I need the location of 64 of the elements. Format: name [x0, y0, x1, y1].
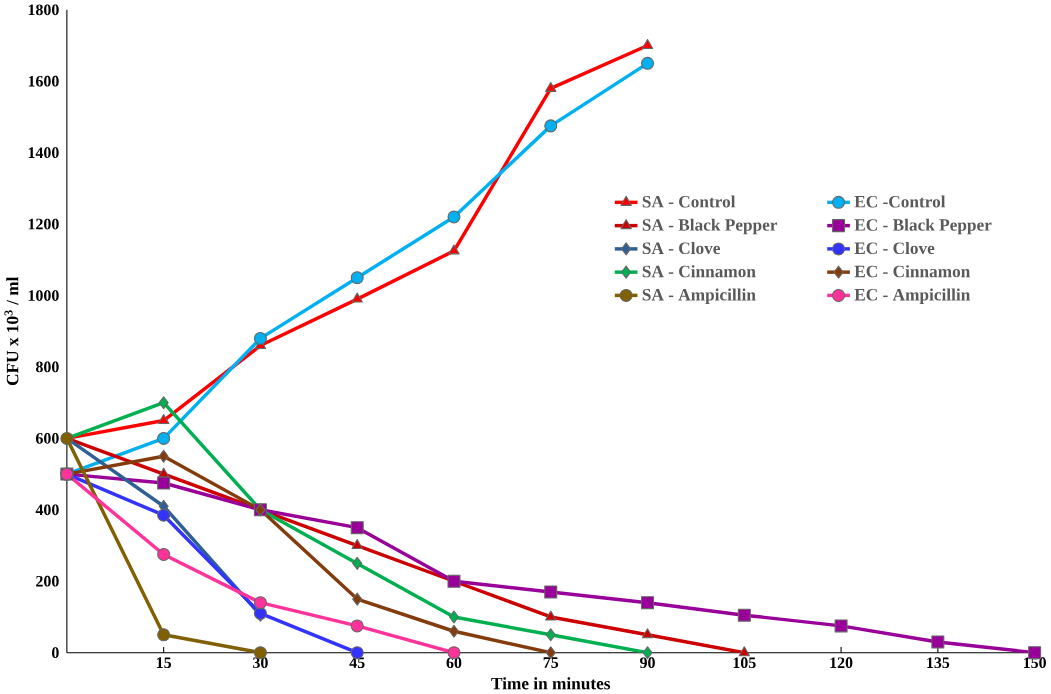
- point: [641, 628, 654, 639]
- y-tick-label: 1600: [28, 75, 59, 87]
- x-tick-label: 60: [446, 657, 462, 669]
- point: [158, 449, 169, 463]
- point: [253, 331, 267, 345]
- point: [738, 646, 751, 657]
- y-tick-label: 1200: [28, 218, 59, 230]
- point: [448, 610, 459, 624]
- point: [157, 431, 171, 445]
- x-tick-label: 135: [927, 657, 950, 669]
- point: [350, 619, 364, 633]
- point: [157, 508, 171, 522]
- point: [641, 596, 655, 610]
- y-tick-label: 1000: [28, 290, 59, 301]
- point: [545, 628, 556, 642]
- y-tick-label: 200: [36, 575, 59, 587]
- point: [448, 624, 459, 638]
- point: [447, 210, 461, 224]
- x-tick-label: 30: [253, 657, 268, 669]
- point: [448, 244, 460, 255]
- point: [157, 476, 171, 490]
- point: [545, 81, 557, 92]
- legend-label: EC -Control: [854, 195, 946, 208]
- point: [544, 585, 558, 599]
- point: [737, 608, 751, 622]
- legend-label: EC - Ampicillin: [854, 288, 971, 305]
- point: [931, 635, 945, 649]
- y-tick-label: 0: [52, 647, 59, 659]
- y-tick-label: 400: [35, 504, 59, 516]
- point: [157, 628, 171, 642]
- y-tick-label: 1800: [28, 4, 59, 16]
- legend-label: SA - Ampicillin: [642, 288, 756, 305]
- x-tick-label: 15: [156, 657, 172, 669]
- y-axis-title: CFU x 10$^{3}$ / ml: [4, 276, 19, 386]
- point: [158, 396, 169, 410]
- point: [350, 521, 364, 535]
- point: [351, 292, 363, 303]
- point: [352, 556, 363, 570]
- point: [351, 539, 363, 550]
- legend-label: SA - Cinnamon: [642, 265, 756, 278]
- y-tick-label: 800: [35, 361, 59, 373]
- point: [157, 548, 171, 562]
- legend-label: EC - Black Pepper: [854, 218, 992, 235]
- legend-label: EC - Cinnamon: [854, 265, 971, 278]
- point: [157, 414, 170, 425]
- point: [253, 596, 267, 610]
- point: [544, 119, 558, 133]
- point: [641, 56, 655, 70]
- x-tick-label: 105: [733, 657, 756, 669]
- legend-label: EC - Clove: [854, 241, 935, 255]
- x-axis-title: Time in minutes: [491, 677, 611, 690]
- y-tick-label: 600: [36, 433, 59, 444]
- point: [641, 39, 654, 50]
- legend-label: SA - Black Pepper: [642, 218, 778, 235]
- legend-label: SA - Clove: [642, 241, 720, 255]
- legend-label: SA - Control: [642, 195, 736, 208]
- point: [352, 592, 363, 606]
- y-tick-label: 1400: [28, 147, 59, 159]
- point: [545, 610, 557, 621]
- point: [834, 619, 848, 633]
- x-tick-label: 90: [640, 657, 655, 669]
- point: [350, 271, 364, 285]
- x-tick-label: 120: [830, 657, 853, 669]
- x-tick-label: 75: [543, 657, 559, 669]
